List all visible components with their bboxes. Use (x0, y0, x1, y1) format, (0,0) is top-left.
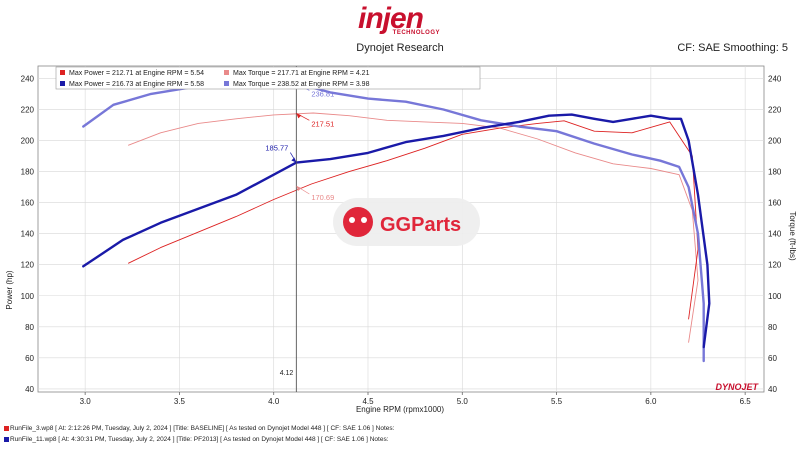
watermark-pill (333, 198, 480, 246)
watermark-eye-right-icon (361, 217, 367, 223)
y2-tick-label: 100 (768, 292, 782, 301)
watermark: GGParts (333, 198, 480, 246)
logo-text: injen (358, 2, 424, 35)
y-tick-label: 80 (25, 323, 34, 332)
correction-factor: CF: SAE Smoothing: 5 (677, 42, 788, 54)
cursor-value-label: 185.77 (265, 144, 288, 153)
legend-entry-baseline-power: Max Power = 212.71 at Engine RPM = 5.54 (69, 70, 204, 77)
series-line-baseline-power (128, 120, 699, 320)
x-tick-label: 4.5 (362, 397, 374, 406)
y2-axis-label: Torque (ft-lbs) (788, 211, 797, 261)
watermark-mascot-icon (343, 207, 373, 237)
cursor-value-label: 217.51 (311, 119, 334, 128)
y2-tick-label: 220 (768, 105, 782, 114)
y2-tick-label: 60 (768, 354, 777, 363)
y-tick-label: 160 (21, 199, 35, 208)
y2-tick-label: 200 (768, 137, 782, 146)
dynojet-logo: DYNOJET (715, 382, 759, 392)
series-line-pf-power (82, 113, 711, 349)
legend-swatch-baseline-torque (224, 70, 229, 75)
x-axis-ticks: 3.0 3.5 4.0 4.5 5.0 5.5 6.0 6.5 (80, 392, 752, 406)
series-line-baseline-torque (128, 112, 699, 343)
x-tick-label: 5.5 (551, 397, 563, 406)
y-tick-label: 120 (21, 261, 35, 270)
y-tick-label: 240 (21, 74, 35, 83)
footer-run1-swatch (4, 425, 9, 431)
legend: Max Power = 212.71 at Engine RPM = 5.54 … (55, 66, 481, 90)
y-axis-right-ticks: 40 60 80 100 120 140 160 180 200 220 240 (768, 74, 782, 393)
y-tick-label: 200 (21, 137, 35, 146)
legend-entry-pf-torque: Max Torque = 238.52 at Engine RPM = 3.98 (233, 81, 370, 88)
x-tick-label: 5.0 (457, 397, 469, 406)
legend-swatch-pf-power (60, 81, 65, 86)
y-tick-label: 220 (21, 105, 35, 114)
legend-entry-baseline-torque: Max Torque = 217.71 at Engine RPM = 4.21 (233, 70, 370, 77)
x-tick-label: 4.0 (268, 397, 280, 406)
x-tick-label: 6.5 (740, 397, 752, 406)
y2-tick-label: 160 (768, 199, 782, 208)
footer-run2-text: RunFile_11.wp8 [ At: 4:30:31 PM, Tuesday… (10, 436, 389, 443)
x-tick-label: 3.5 (174, 397, 186, 406)
cursor-annotation-arrow-icon (296, 185, 302, 191)
x-tick-label: 3.0 (80, 397, 92, 406)
y-axis-left-ticks: 40 60 80 100 120 140 160 180 200 220 240 (21, 74, 35, 393)
cursor-value-label: 170.69 (311, 193, 334, 202)
cursor-rpm-label: 4.12 (280, 370, 294, 377)
cursor-annotation-arrow-icon (291, 157, 297, 163)
y-tick-label: 40 (25, 385, 34, 394)
y2-tick-label: 140 (768, 230, 782, 239)
legend-entry-pf-power: Max Power = 216.73 at Engine RPM = 5.58 (69, 81, 204, 88)
company-name: Dynojet Research (356, 42, 444, 54)
watermark-eye-left-icon (349, 217, 355, 223)
x-tick-label: 6.0 (645, 397, 657, 406)
dyno-chart: 3.0 3.5 4.0 4.5 5.0 5.5 6.0 6.5 40 60 80 100 120 140… (0, 60, 800, 425)
y2-tick-label: 180 (768, 168, 782, 177)
footer-run1: RunFile_3.wp8 [ At: 2:12:26 PM, Tuesday,… (4, 425, 394, 432)
rpm-cursor: 4.12 236.81 217.51 185.77 170.69 (265, 66, 334, 392)
legend-box (55, 66, 481, 90)
y2-tick-label: 240 (768, 74, 782, 83)
y-axis-label: Power (hp) (5, 270, 14, 309)
y-tick-label: 180 (21, 168, 35, 177)
y-tick-label: 140 (21, 230, 35, 239)
footer-run1-text: RunFile_3.wp8 [ At: 2:12:26 PM, Tuesday,… (10, 425, 395, 432)
y2-tick-label: 40 (768, 385, 777, 394)
y-tick-label: 60 (25, 354, 34, 363)
footer-run2-swatch (4, 436, 9, 442)
injen-logo: injen TECHNOLOGY (358, 4, 442, 40)
watermark-text: GGParts (380, 214, 461, 236)
legend-swatch-baseline-power (60, 70, 65, 75)
x-axis-label: Engine RPM (rpmx1000) (356, 405, 444, 414)
logo-subtext: TECHNOLOGY (392, 30, 440, 36)
cursor-annotation-arrow-icon (296, 113, 302, 119)
y-tick-label: 100 (21, 292, 35, 301)
y2-tick-label: 120 (768, 261, 782, 270)
cursor-value-label: 236.81 (311, 89, 334, 98)
legend-swatch-pf-torque (224, 81, 229, 86)
footer-run2: RunFile_11.wp8 [ At: 4:30:31 PM, Tuesday… (4, 436, 389, 443)
y2-tick-label: 80 (768, 323, 777, 332)
